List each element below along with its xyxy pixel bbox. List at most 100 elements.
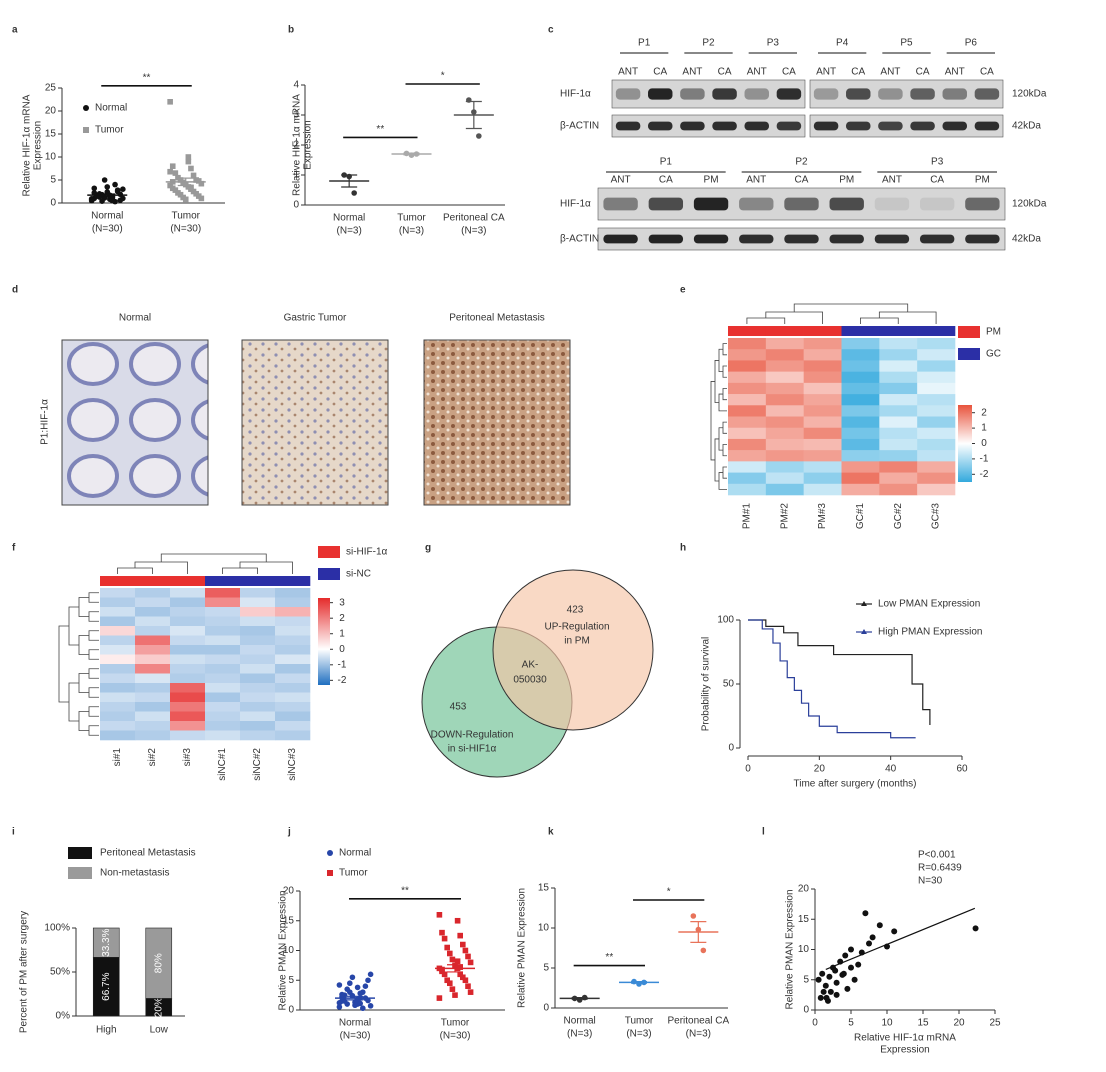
heatmap-cell bbox=[879, 483, 918, 496]
dendrogram bbox=[68, 682, 79, 722]
y-tick-label: 15 bbox=[45, 129, 57, 140]
blot-band bbox=[784, 197, 819, 211]
heatmap-cell bbox=[917, 450, 956, 462]
ihc-title: Gastric Tumor bbox=[284, 313, 347, 324]
error-bar bbox=[99, 193, 116, 197]
heatmap-cell bbox=[728, 472, 767, 485]
heatmap-cell bbox=[240, 673, 276, 684]
blot-band bbox=[874, 234, 910, 244]
colorbar-label: 2 bbox=[339, 613, 345, 624]
y-tick-label: 4 bbox=[293, 80, 299, 91]
blot-lane-label: CA bbox=[980, 67, 994, 78]
point bbox=[354, 984, 361, 991]
point bbox=[367, 1003, 374, 1009]
blot-band bbox=[744, 121, 769, 131]
ihc-title: Normal bbox=[119, 313, 151, 324]
x-tick-label: Normal bbox=[91, 211, 123, 222]
point bbox=[357, 990, 364, 997]
colorbar-label: 1 bbox=[339, 628, 345, 639]
point bbox=[833, 991, 840, 998]
y-tick-label: 5 bbox=[803, 974, 809, 985]
blot-band bbox=[829, 234, 864, 244]
column-group-bar bbox=[803, 326, 842, 336]
legend-marker bbox=[861, 601, 867, 606]
heatmap-cell bbox=[275, 654, 311, 665]
x-axis-label: Relative HIF-1α mRNA bbox=[854, 1033, 956, 1044]
x-tick-label: 10 bbox=[881, 1018, 893, 1029]
dendrogram bbox=[68, 606, 79, 646]
x-tick-sublabel: (N=3) bbox=[461, 226, 486, 237]
heatmap-cell bbox=[917, 394, 956, 406]
dendrogram bbox=[718, 427, 723, 451]
y-axis-label: Relative PMAN Expression bbox=[278, 890, 289, 1010]
dendrogram bbox=[722, 421, 727, 434]
heatmap-cell bbox=[917, 360, 956, 372]
y-tick-label: 20 bbox=[45, 106, 57, 117]
point bbox=[866, 940, 872, 947]
y-tick-label: 100% bbox=[44, 923, 70, 934]
blot-band bbox=[910, 121, 935, 131]
point bbox=[351, 190, 357, 196]
heatmap-cell bbox=[765, 416, 804, 429]
point bbox=[826, 973, 833, 980]
heatmap-cell bbox=[135, 654, 171, 665]
column-label: PM#1 bbox=[742, 503, 753, 530]
y-tick-label: 0% bbox=[56, 1011, 71, 1022]
y-tick-label: 20 bbox=[283, 886, 295, 897]
blot-group-label: P3 bbox=[931, 157, 944, 168]
column-group-bar bbox=[917, 326, 956, 336]
x-tick-label: 40 bbox=[885, 764, 897, 775]
heatmap-cell bbox=[803, 405, 842, 417]
blot-lane-label: ANT bbox=[682, 67, 702, 78]
heatmap-cell bbox=[170, 730, 206, 741]
x-tick-sublabel: (N=30) bbox=[340, 1031, 371, 1042]
blot-band bbox=[648, 234, 684, 244]
dendrogram bbox=[78, 711, 89, 731]
heatmap-cell bbox=[917, 405, 956, 417]
heatmap-cell bbox=[170, 664, 206, 674]
bar-segment bbox=[92, 927, 120, 958]
heatmap-cell bbox=[275, 645, 311, 655]
heatmap-cell bbox=[728, 427, 767, 440]
heatmap-cell bbox=[275, 664, 311, 674]
heatmap-cell bbox=[803, 338, 842, 350]
value-label: 80% bbox=[153, 953, 164, 973]
heatmap-cell bbox=[135, 626, 171, 636]
point bbox=[120, 186, 126, 192]
heatmap-cell bbox=[100, 702, 136, 712]
error-bar bbox=[447, 964, 463, 973]
dendrogram bbox=[714, 360, 719, 403]
value-label: 33.3% bbox=[101, 928, 112, 956]
heatmap-cell bbox=[728, 438, 767, 451]
point bbox=[817, 994, 824, 1001]
legend-swatch bbox=[318, 568, 340, 580]
point bbox=[347, 980, 353, 987]
heatmap-cell bbox=[917, 461, 956, 473]
survival-curve bbox=[748, 619, 931, 725]
point bbox=[869, 934, 876, 941]
dendrogram bbox=[88, 706, 99, 717]
dendrogram bbox=[78, 635, 89, 655]
significance-label: ** bbox=[401, 885, 409, 896]
heatmap-cell bbox=[917, 427, 956, 440]
point bbox=[465, 953, 471, 960]
heatmap-cell bbox=[879, 382, 918, 395]
point bbox=[855, 961, 862, 968]
ihc-image bbox=[61, 339, 209, 506]
dendrogram bbox=[793, 303, 909, 312]
point bbox=[823, 994, 830, 1001]
heatmap-cell bbox=[879, 394, 918, 406]
blot-band bbox=[942, 88, 967, 100]
blot-band bbox=[846, 121, 871, 131]
dendrogram bbox=[88, 611, 99, 622]
y-tick-label: 25 bbox=[45, 83, 57, 94]
x-tick-label: 5 bbox=[848, 1018, 854, 1029]
heatmap-cell bbox=[205, 645, 241, 655]
blot-band bbox=[712, 88, 737, 100]
heatmap-cell bbox=[879, 416, 918, 429]
point bbox=[104, 184, 111, 190]
point bbox=[833, 979, 840, 986]
point bbox=[99, 198, 105, 204]
x-tick-label: Tumor bbox=[171, 211, 200, 222]
x-tick-sublabel: (N=30) bbox=[170, 224, 201, 235]
